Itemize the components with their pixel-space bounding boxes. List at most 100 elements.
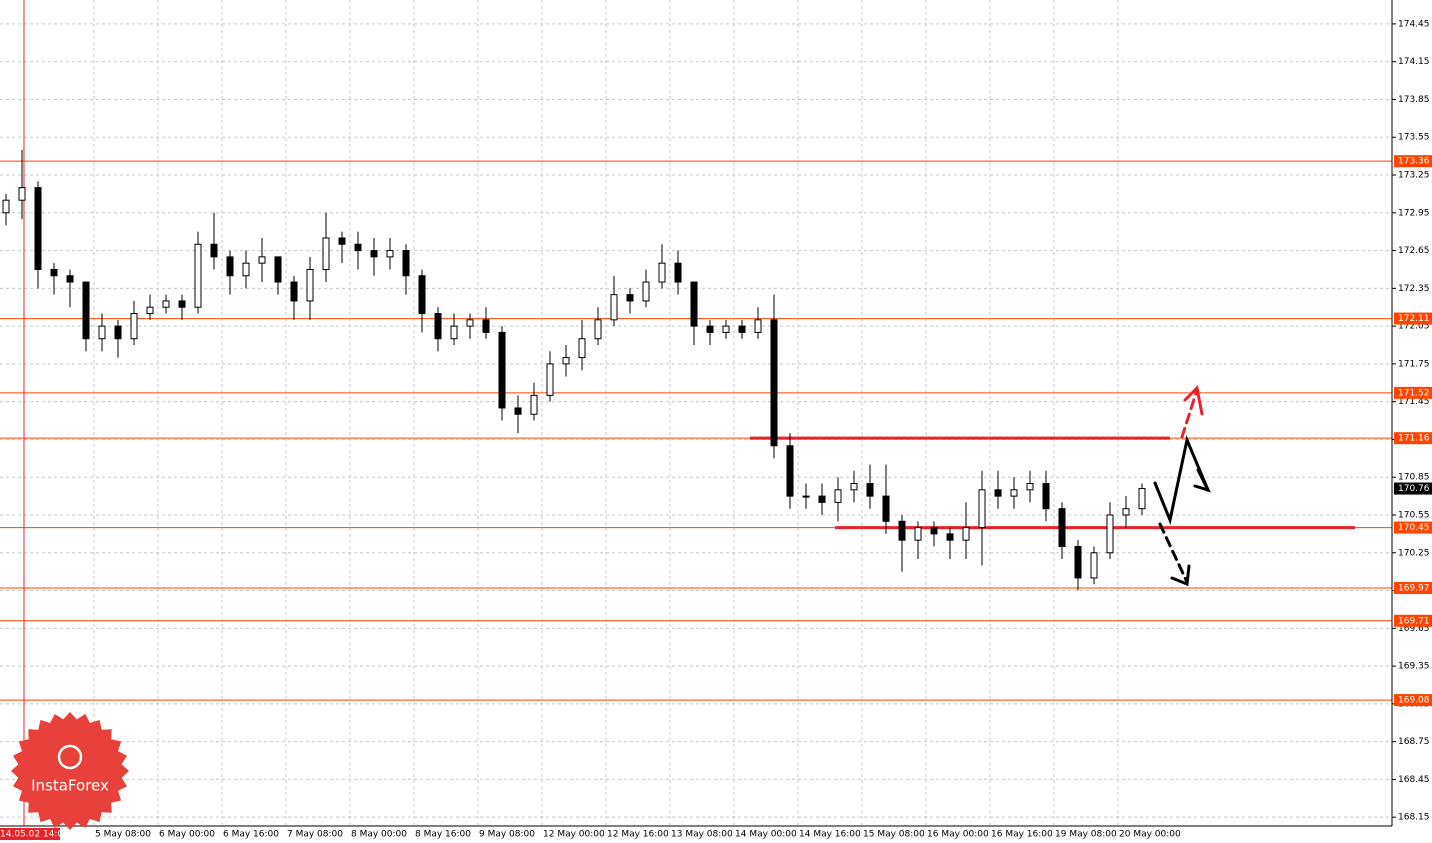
- y-tick-label: 172.35: [1398, 284, 1430, 294]
- y-tick-label: 168.15: [1398, 813, 1430, 823]
- y-tick-label: 172.95: [1398, 208, 1430, 218]
- candle-body: [562, 357, 570, 365]
- candle-body: [770, 319, 778, 447]
- candle-body: [434, 313, 442, 340]
- candle-body: [930, 527, 938, 535]
- candle-body: [66, 275, 74, 283]
- candle-body: [290, 281, 298, 302]
- candle-body: [1106, 514, 1114, 554]
- candle-body: [546, 363, 554, 396]
- level-tag: [1394, 582, 1432, 595]
- candle-body: [2, 199, 10, 214]
- grid: [0, 0, 1392, 826]
- x-tick-label: 19 May 08:00: [1055, 830, 1117, 840]
- candle-body: [802, 495, 810, 498]
- candle-body: [370, 250, 378, 258]
- forecast-arrows: [1153, 384, 1211, 587]
- candle-body: [994, 489, 1002, 497]
- logo-icon: [57, 744, 83, 770]
- candle-body: [706, 325, 714, 333]
- candle-body: [258, 256, 266, 264]
- candle-body: [914, 527, 922, 541]
- x-tick-label: 15 May 08:00: [863, 830, 925, 840]
- candle-body: [674, 262, 682, 283]
- x-tick-label: 5 May 08:00: [95, 830, 151, 840]
- candle-body: [178, 300, 186, 308]
- candle-body: [130, 313, 138, 340]
- level-label: 169.71: [1398, 616, 1430, 626]
- x-tick-label: 8 May 16:00: [415, 830, 471, 840]
- level-label: 171.52: [1398, 388, 1430, 398]
- candle-body: [50, 268, 58, 277]
- candle-body: [210, 243, 218, 258]
- candle-body: [498, 331, 506, 409]
- candle-body: [98, 325, 106, 340]
- forecast-dashed-up: [1180, 388, 1199, 439]
- candle-body: [354, 243, 362, 252]
- candle-body: [978, 489, 986, 529]
- candle-body: [594, 319, 602, 340]
- candle-body: [722, 325, 730, 333]
- candle-body: [322, 237, 330, 270]
- candle-body: [418, 275, 426, 315]
- x-tick-label: 6 May 00:00: [159, 830, 215, 840]
- candle-body: [1010, 489, 1018, 497]
- x-tick-label: 8 May 00:00: [351, 830, 407, 840]
- forecast-dashed: [1158, 522, 1189, 584]
- y-tick-label: 173.85: [1398, 95, 1430, 105]
- logo: InstaForex: [11, 712, 129, 830]
- candle-body: [834, 489, 842, 503]
- x-tick-label: 7 May 08:00: [287, 830, 343, 840]
- x-tick-label: 20 May 00:00: [1119, 830, 1181, 840]
- level-label: 170.45: [1398, 523, 1430, 533]
- y-tick-label: 173.55: [1398, 133, 1430, 143]
- y-tick-label: 171.75: [1398, 359, 1430, 369]
- candle-body: [898, 520, 906, 541]
- candle-body: [450, 325, 458, 340]
- candle-body: [642, 281, 650, 302]
- level-tag: [1394, 312, 1432, 325]
- candle-body: [114, 325, 122, 340]
- candle-body: [658, 262, 666, 283]
- level-label: 169.97: [1398, 584, 1430, 594]
- x-tick-label: 16 May 00:00: [927, 830, 989, 840]
- y-tick-label: 168.75: [1398, 737, 1430, 747]
- candle-body: [962, 527, 970, 541]
- candle-body: [274, 256, 282, 283]
- y-tick-label: 169.65: [1398, 624, 1430, 634]
- level-label: 173.36: [1398, 157, 1430, 167]
- candle-body: [850, 483, 858, 491]
- y-tick-label: 169.35: [1398, 662, 1430, 672]
- y-tick-label: 171.45: [1398, 397, 1430, 407]
- y-tick-label: 168.45: [1398, 775, 1430, 785]
- candle-body: [1042, 483, 1050, 510]
- logo-badge: [11, 712, 129, 830]
- x-tick-label: 12 May 00:00: [543, 830, 605, 840]
- x-tick-label: 14.05.02 14:00: [0, 830, 69, 840]
- candle-body: [338, 237, 346, 245]
- candle-body: [530, 394, 538, 415]
- x-tick-label: 14 May 00:00: [735, 830, 797, 840]
- candle-body: [18, 187, 26, 201]
- axis-labels: 174.45 174.15 173.85 173.55 173.25 172.95 172.…: [0, 19, 1432, 840]
- candle-body: [1122, 508, 1130, 516]
- candle-body: [162, 300, 170, 308]
- arrow-head: [1170, 564, 1191, 587]
- candle-body: [754, 319, 762, 333]
- candle-body: [1138, 488, 1146, 510]
- level-tag: [1394, 694, 1432, 707]
- candle-body: [242, 262, 250, 277]
- level-label: 172.11: [1398, 314, 1430, 324]
- arrow-head: [1193, 468, 1211, 493]
- arrow-head: [1183, 384, 1204, 416]
- level-label: 169.08: [1398, 696, 1430, 706]
- level-tag: [1394, 521, 1432, 534]
- x-tick-label: 12 May 16:00: [607, 830, 669, 840]
- candle-body: [738, 325, 746, 333]
- y-tick-label: 174.15: [1398, 57, 1430, 67]
- candle-body: [610, 294, 618, 321]
- y-tick-label: 172.65: [1398, 246, 1430, 256]
- level-tag: [1394, 614, 1432, 627]
- candle-body: [402, 250, 410, 277]
